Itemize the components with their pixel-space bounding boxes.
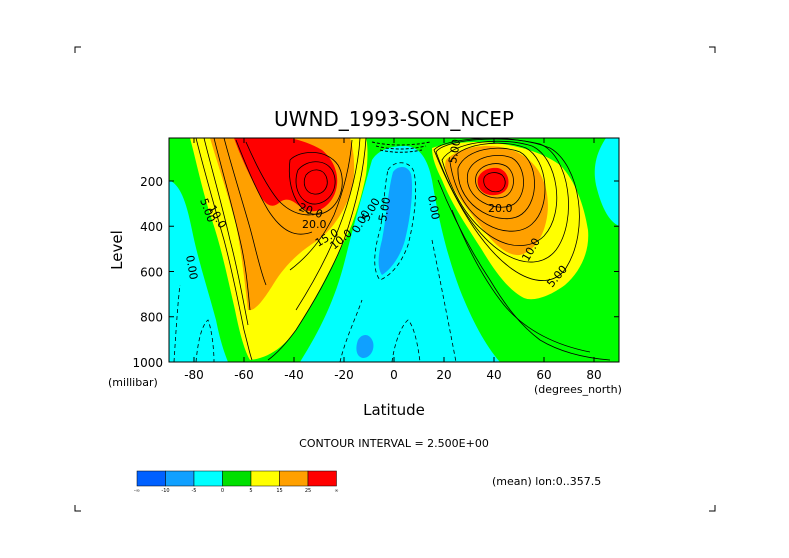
y-tick-labels: 200 400 600 800 1000: [132, 175, 163, 370]
fill-cyan-north: [594, 138, 619, 226]
legend-swatch: [250, 470, 280, 487]
legend-label: 0: [221, 488, 224, 494]
contour-label: 0.00: [425, 194, 442, 220]
contour-label: 20.0: [302, 218, 327, 231]
legend-swatch: [136, 470, 166, 487]
fill-blue-core-upper: [378, 166, 413, 275]
y-tick-label: 800: [140, 311, 163, 325]
x-tick-label: 40: [486, 368, 501, 382]
y-tick-label: 400: [140, 220, 163, 234]
fill-red-sh: [234, 138, 338, 212]
plot-area: 20.0 20.0 15.0 10.0 10.0 5.00 0.00 0.00 …: [169, 138, 619, 362]
averaging-note: (mean) lon:0..357.5: [492, 475, 601, 488]
contour-label: 5.00: [376, 196, 393, 222]
x-tick-label: 0: [390, 368, 398, 382]
fill-cyan-polar: [169, 180, 228, 362]
contour-label: 20.0: [488, 202, 513, 215]
chart-title: UWND_1993-SON_NCEP: [274, 107, 514, 131]
x-tick-label: 20: [436, 368, 451, 382]
y-ticks: [169, 180, 619, 363]
y-axis-label: Level: [108, 230, 126, 270]
fill-blue-core-lower: [356, 334, 374, 358]
legend-label: -∞: [134, 488, 140, 494]
legend-label: ∞: [334, 488, 338, 494]
strat-contours: [371, 141, 431, 153]
y-tick-label: 200: [140, 175, 163, 189]
legend-swatch: [279, 470, 309, 487]
contour-label: 0.00: [183, 254, 200, 280]
x-tick-label: 80: [586, 368, 601, 382]
contour-label: 5.00: [446, 138, 463, 164]
legend-label: 25: [305, 488, 311, 494]
legend-swatch: [307, 470, 337, 487]
contours-nh: [433, 138, 611, 361]
x-tick-label: -60: [234, 368, 254, 382]
x-tick-label: 60: [536, 368, 551, 382]
x-axis-label: Latitude: [363, 401, 425, 419]
contour-interval: CONTOUR INTERVAL = 2.500E+00: [299, 437, 489, 450]
legend-swatch: [193, 470, 223, 487]
contours-negative: [173, 162, 457, 362]
color-legend: -∞ -10 -5 0 5 15 25 ∞: [134, 470, 339, 494]
x-tick-label: -80: [184, 368, 204, 382]
fill-cyan-tropics: [300, 146, 500, 362]
legend-label: -5: [192, 488, 197, 494]
legend-label: 5: [249, 488, 252, 494]
x-tick-labels: -80 -60 -40 -20 0 20 40 60 80: [184, 368, 601, 382]
x-tick-label: -20: [334, 368, 354, 382]
x-tick-label: -40: [284, 368, 304, 382]
contours-sh: [195, 138, 367, 361]
legend-label: 15: [276, 488, 282, 494]
x-ticks: [193, 138, 595, 362]
legend-swatch: [222, 470, 252, 487]
legend-swatch: [165, 470, 195, 487]
corner-marks: [74, 46, 716, 512]
y-tick-label: 600: [140, 265, 163, 279]
legend-label: -10: [161, 488, 169, 494]
y-tick-label: 1000: [132, 356, 163, 370]
y-unit-label: (millibar): [108, 376, 158, 389]
x-unit-label: (degrees_north): [534, 383, 622, 396]
